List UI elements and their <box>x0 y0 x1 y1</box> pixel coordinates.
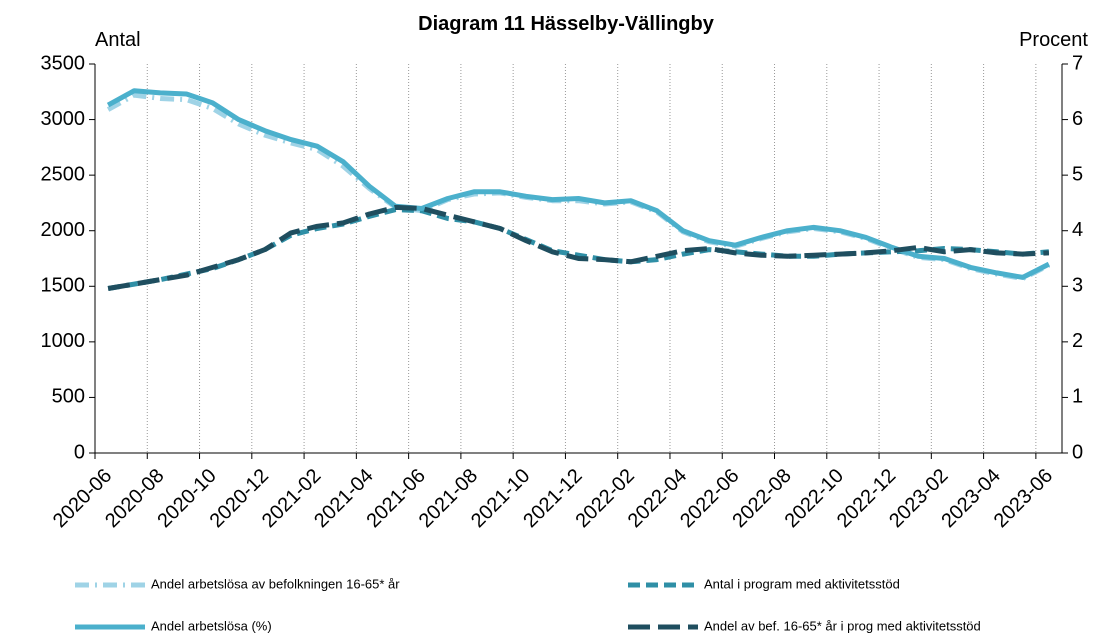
y-tick-label: 2000 <box>41 219 86 241</box>
y2-tick-label: 1 <box>1072 386 1083 408</box>
y2-axis-title: Procent <box>1019 29 1088 51</box>
legend-label: Andel av bef. 16-65* år i prog med aktiv… <box>704 618 981 633</box>
y-tick-label: 2500 <box>41 163 86 185</box>
series-line <box>107 204 1050 291</box>
y-tick-label: 500 <box>52 386 85 408</box>
y2-tick-label: 6 <box>1072 108 1083 130</box>
series-line <box>106 88 1051 280</box>
chart-title: Diagram 11 Hässelby-Vällingby <box>418 13 715 35</box>
y2-tick-label: 3 <box>1072 275 1083 297</box>
y-tick-label: 1500 <box>41 275 86 297</box>
legend-label: Andel arbetslösa (%) <box>151 618 272 633</box>
y-tick-label: 3000 <box>41 108 86 130</box>
y2-tick-label: 2 <box>1072 330 1083 352</box>
legend-label: Andel arbetslösa av befolkningen 16-65* … <box>151 576 400 591</box>
y-tick-label: 3500 <box>41 52 86 74</box>
y2-tick-label: 0 <box>1072 441 1083 463</box>
x-tick-label: 2023-06 <box>990 465 1057 532</box>
legend-label: Antal i program med aktivitetsstöd <box>704 576 900 591</box>
y-tick-label: 0 <box>74 441 85 463</box>
y-tick-label: 1000 <box>41 330 86 352</box>
y-axis-title: Antal <box>95 29 141 51</box>
y2-tick-label: 4 <box>1072 219 1083 241</box>
y2-tick-label: 5 <box>1072 163 1083 185</box>
y2-tick-label: 7 <box>1072 52 1083 74</box>
